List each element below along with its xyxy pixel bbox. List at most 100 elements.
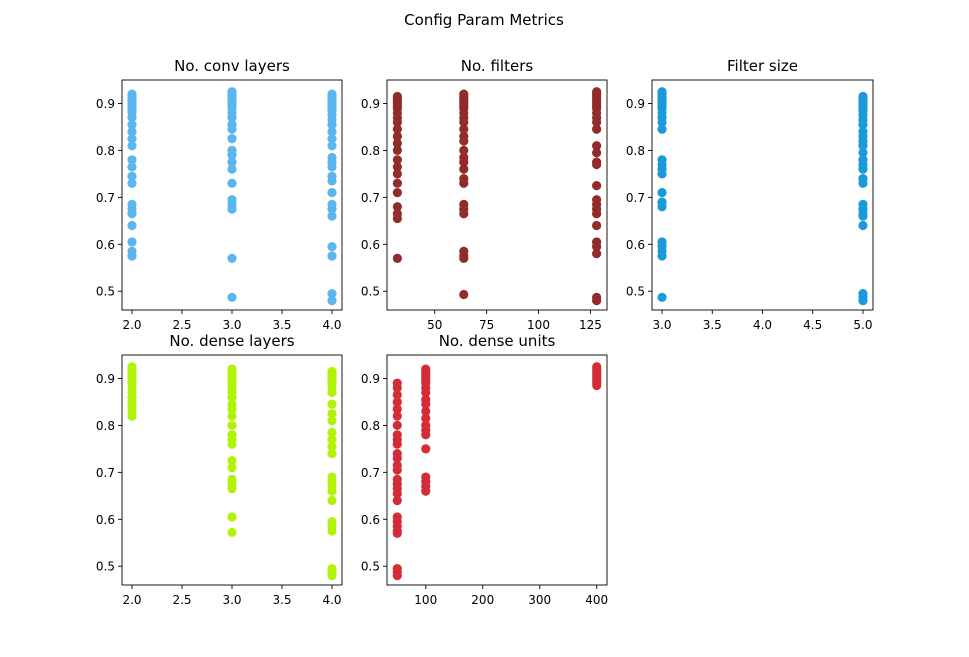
data-point	[657, 251, 667, 261]
data-point	[459, 289, 469, 300]
y-tick-label: 0.9	[361, 372, 380, 386]
data-point	[227, 112, 237, 123]
y-tick-label: 0.5	[96, 285, 115, 299]
data-point	[327, 119, 337, 130]
data-point	[657, 202, 667, 212]
data-point	[392, 571, 402, 581]
data-point	[327, 176, 337, 186]
panel-title: No. conv layers	[174, 57, 290, 75]
points	[127, 87, 337, 306]
y-tick-label: 0.5	[626, 285, 645, 299]
data-point	[127, 162, 137, 172]
data-point	[227, 512, 237, 522]
data-point	[421, 387, 431, 398]
y-tick-label: 0.8	[96, 144, 115, 158]
data-point	[327, 204, 337, 214]
data-point	[459, 136, 469, 146]
x-tick-label: 4.5	[803, 318, 822, 332]
y-tick-label: 0.6	[96, 238, 115, 252]
data-point	[327, 188, 337, 198]
data-point	[327, 251, 337, 261]
data-point	[327, 399, 337, 409]
data-point	[392, 465, 402, 475]
data-point	[421, 444, 431, 454]
x-tick-label: 3.0	[222, 593, 241, 607]
x-tick-label: 3.0	[222, 318, 241, 332]
x-tick-label: 3.5	[272, 318, 291, 332]
data-point	[227, 253, 237, 263]
panel-title: No. dense units	[439, 332, 556, 350]
data-point	[327, 441, 337, 452]
data-point	[392, 155, 402, 165]
data-point	[327, 211, 337, 221]
x-tick-label: 5.0	[853, 318, 872, 332]
points	[392, 362, 602, 581]
y-tick-label: 0.6	[626, 238, 645, 252]
data-point	[227, 134, 237, 144]
data-point	[592, 117, 602, 127]
data-point	[592, 249, 602, 259]
points	[127, 362, 337, 581]
data-point	[327, 134, 337, 144]
data-point	[459, 124, 469, 134]
data-point	[657, 117, 667, 127]
panel-title: Filter size	[727, 57, 798, 75]
data-point	[392, 188, 402, 198]
data-point	[127, 112, 137, 123]
data-point	[327, 427, 337, 438]
data-point	[392, 253, 402, 263]
axes-frame	[386, 354, 608, 586]
data-point	[327, 288, 337, 299]
x-tick-label: 100	[414, 593, 437, 607]
data-point	[327, 571, 337, 581]
data-point	[392, 138, 402, 148]
data-point	[327, 434, 337, 445]
data-point	[459, 164, 469, 174]
data-point	[392, 178, 402, 188]
data-point	[459, 117, 469, 127]
panel-1: No. conv layers 2.0 2.5 3.0 3.5 4.0 0.5 0.6 0.7 0…	[96, 57, 343, 332]
data-point	[327, 526, 337, 536]
data-point	[327, 141, 337, 151]
data-point	[392, 411, 402, 421]
data-point	[421, 430, 431, 440]
data-point	[327, 486, 337, 496]
data-point	[858, 148, 868, 158]
data-point	[227, 404, 237, 414]
points	[392, 87, 602, 306]
data-point	[592, 380, 602, 391]
data-point	[392, 397, 402, 407]
y-tick-label: 0.9	[626, 97, 645, 111]
data-point	[227, 420, 237, 431]
data-point	[392, 528, 402, 538]
data-point	[459, 157, 469, 167]
data-point	[227, 392, 237, 402]
y-tick-label: 0.7	[361, 191, 380, 205]
panel-3: Filter size 3.0 3.5 4.0 4.5 5.0 0.5 0.6 0.7 0.8 0.…	[626, 57, 874, 332]
x-tick-label: 4.0	[322, 593, 341, 607]
x-tick-label: 200	[471, 593, 494, 607]
data-point	[392, 420, 402, 431]
data-point	[421, 486, 431, 496]
data-point	[327, 495, 337, 506]
data-point	[858, 220, 868, 231]
data-point	[657, 169, 667, 179]
data-point	[227, 178, 237, 188]
x-tick-label: 3.5	[272, 593, 291, 607]
data-point	[392, 453, 402, 463]
data-point	[227, 439, 237, 449]
data-point	[392, 495, 402, 506]
data-point	[657, 292, 667, 302]
data-point	[127, 178, 137, 188]
y-tick-label: 0.9	[361, 97, 380, 111]
x-tick-label: 4.0	[753, 318, 772, 332]
y-tick-label: 0.7	[96, 466, 115, 480]
panel-4: No. dense layers 2.0 2.5 3.0 3.5 4.0 0.5 0.6 0.7…	[96, 332, 343, 607]
y-tick-label: 0.8	[361, 419, 380, 433]
data-point	[392, 390, 402, 400]
data-point	[327, 162, 337, 172]
data-point	[858, 178, 868, 188]
y-tick-label: 0.7	[96, 191, 115, 205]
x-tick-label: 2.0	[122, 318, 141, 332]
